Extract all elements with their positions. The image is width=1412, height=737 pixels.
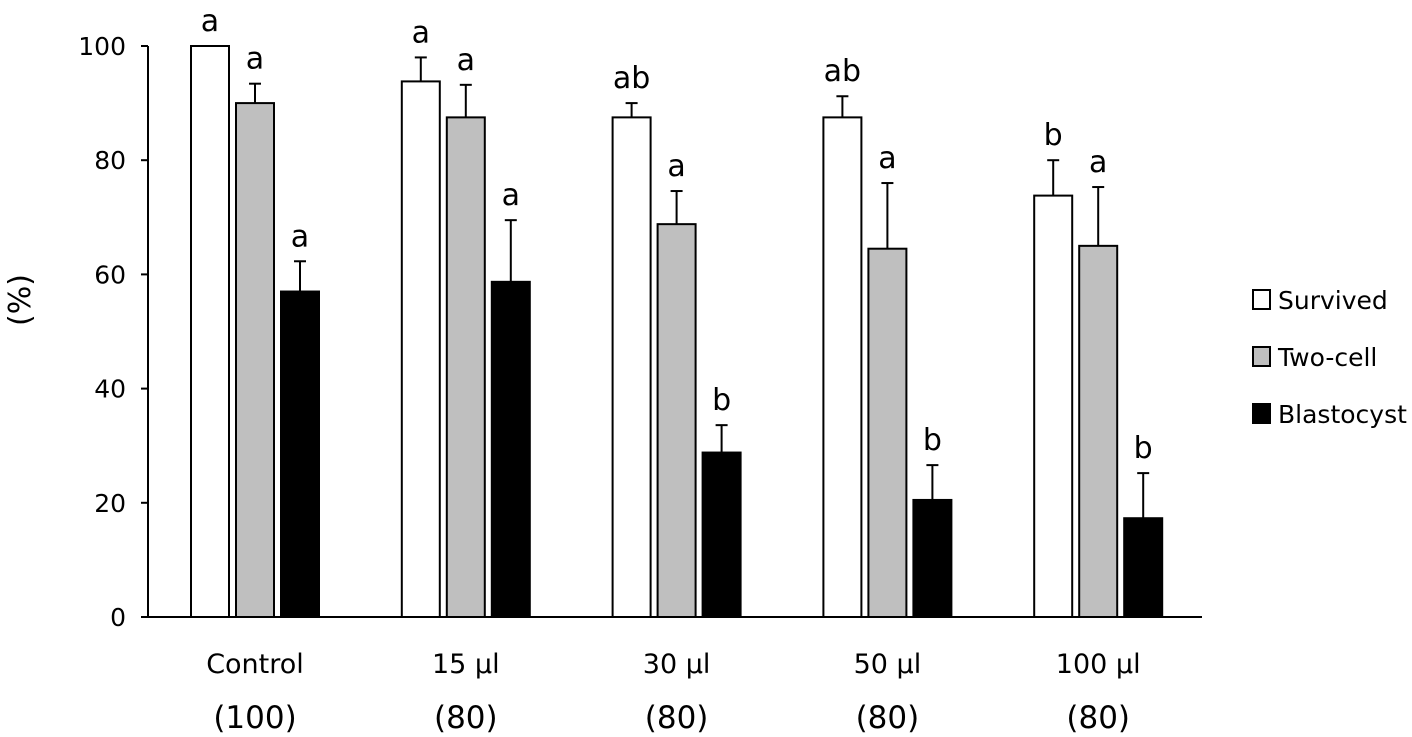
significance-letter: a [878, 141, 896, 176]
significance-letter: ab [613, 61, 650, 96]
legend-label: Blastocyst [1278, 400, 1407, 429]
x-tick-sample-size: (80) [856, 700, 920, 736]
x-tick-sample-size: (80) [434, 700, 498, 736]
bar-blastocyst [490, 280, 531, 618]
bar-survived [190, 45, 230, 618]
x-axis: Control (100) 15 µl (80) 30 µl (80) 50 µl (80) 1… [148, 616, 1202, 736]
significance-letter: a [1089, 145, 1107, 180]
y-axis: 0 20 40 60 80 100 [78, 32, 149, 632]
bar-survived [1033, 194, 1074, 619]
bar-blastocyst [1123, 517, 1164, 618]
x-tick-label: 30 µl [643, 649, 711, 680]
y-tick-label: 0 [110, 603, 126, 632]
significance-letter: b [1134, 431, 1153, 466]
bar-survived [611, 116, 652, 618]
bar-two-cell [867, 247, 908, 619]
x-tick-label: 100 µl [1056, 649, 1141, 680]
significance-letter: a [291, 219, 309, 254]
legend-swatch [1252, 289, 1271, 310]
significance-letter: b [923, 423, 942, 458]
significance-letter: a [201, 4, 219, 39]
x-tick-label: 50 µl [854, 649, 922, 680]
legend-label: Two-cell [1277, 343, 1377, 372]
significance-letter: ab [824, 54, 861, 89]
significance-letter: b [1044, 118, 1063, 153]
significance-letter: a [502, 178, 520, 213]
x-tick-sample-size: (80) [645, 700, 709, 736]
y-axis-label: (%) [3, 274, 38, 326]
legend-swatch [1252, 403, 1271, 424]
y-tick-label: 100 [78, 32, 126, 61]
x-tick-sample-size: (100) [213, 700, 296, 736]
bar-survived [822, 116, 863, 618]
y-tick-label: 80 [94, 146, 126, 175]
significance-letter: b [712, 383, 731, 418]
significance-letter: a [667, 149, 685, 184]
bar-two-cell [445, 116, 486, 618]
y-tick-label: 40 [94, 375, 126, 404]
bar-two-cell [656, 223, 697, 618]
bar-two-cell [235, 102, 275, 619]
significance-letter: a [246, 42, 264, 77]
bar-blastocyst [912, 498, 953, 619]
bar-survived [400, 80, 441, 619]
bar-two-cell [1078, 244, 1119, 618]
x-tick-sample-size: (80) [1066, 700, 1130, 736]
bar-blastocyst [280, 290, 320, 618]
x-tick-label: Control [206, 649, 304, 680]
x-tick-label: 15 µl [432, 649, 500, 680]
significance-letter: a [457, 43, 475, 78]
legend: Survived Two-cell Blastocyst [1252, 286, 1407, 429]
significance-letter: a [412, 15, 430, 50]
legend-swatch [1252, 346, 1271, 367]
bar-blastocyst [701, 451, 742, 618]
y-tick-label: 60 [94, 260, 126, 289]
y-tick-label: 20 [94, 489, 126, 518]
legend-label: Survived [1278, 286, 1388, 315]
